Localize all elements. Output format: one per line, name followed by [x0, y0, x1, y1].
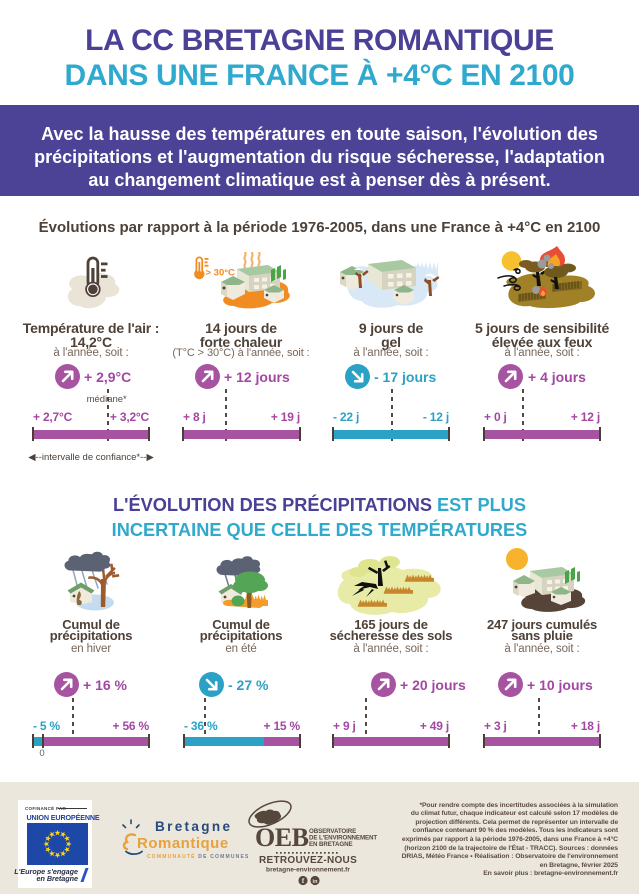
svg-text:> 30°C: > 30°C	[206, 268, 236, 279]
svg-text:EN BRETAGNE: EN BRETAGNE	[309, 841, 352, 848]
svg-text:in: in	[313, 879, 319, 885]
svg-text:DE L'ENVIRONNEMENT: DE L'ENVIRONNEMENT	[309, 835, 377, 842]
svg-text:OEB: OEB	[255, 823, 309, 852]
svg-text:f: f	[302, 877, 305, 885]
svg-text:bretagne-environnement.fr: bretagne-environnement.fr	[266, 867, 350, 874]
svg-text:RETROUVEZ-NOUS: RETROUVEZ-NOUS	[259, 855, 357, 866]
svg-text:OBSERVATOIRE: OBSERVATOIRE	[309, 828, 356, 835]
